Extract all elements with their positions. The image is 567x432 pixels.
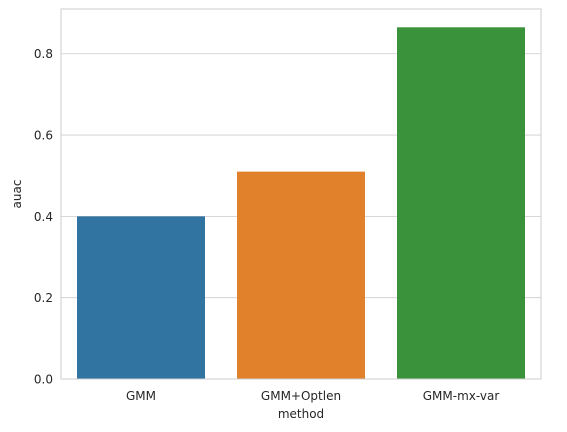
x-tick-label: GMM+Optlen xyxy=(261,389,341,403)
bar-gmm-optlen xyxy=(237,171,365,379)
y-tick-label: 0.6 xyxy=(34,129,53,143)
y-tick-labels: 0.0 0.2 0.4 0.6 0.8 xyxy=(34,47,53,386)
x-axis-label: method xyxy=(278,407,324,421)
y-axis-label: auac xyxy=(10,180,24,209)
y-tick-label: 0.4 xyxy=(34,210,53,224)
bar-gmm xyxy=(77,216,205,379)
plot-frame xyxy=(60,8,542,380)
y-tick-label: 0.8 xyxy=(34,47,53,61)
x-tick-labels: GMM GMM+Optlen GMM-mx-var xyxy=(126,389,499,403)
x-tick-label: GMM xyxy=(126,389,156,403)
bar-gmm-mx-var xyxy=(397,27,525,380)
bars xyxy=(77,27,525,380)
x-tick-label: GMM-mx-var xyxy=(423,389,500,403)
y-tick-label: 0.0 xyxy=(34,373,53,387)
y-tick-label: 0.2 xyxy=(34,291,53,305)
